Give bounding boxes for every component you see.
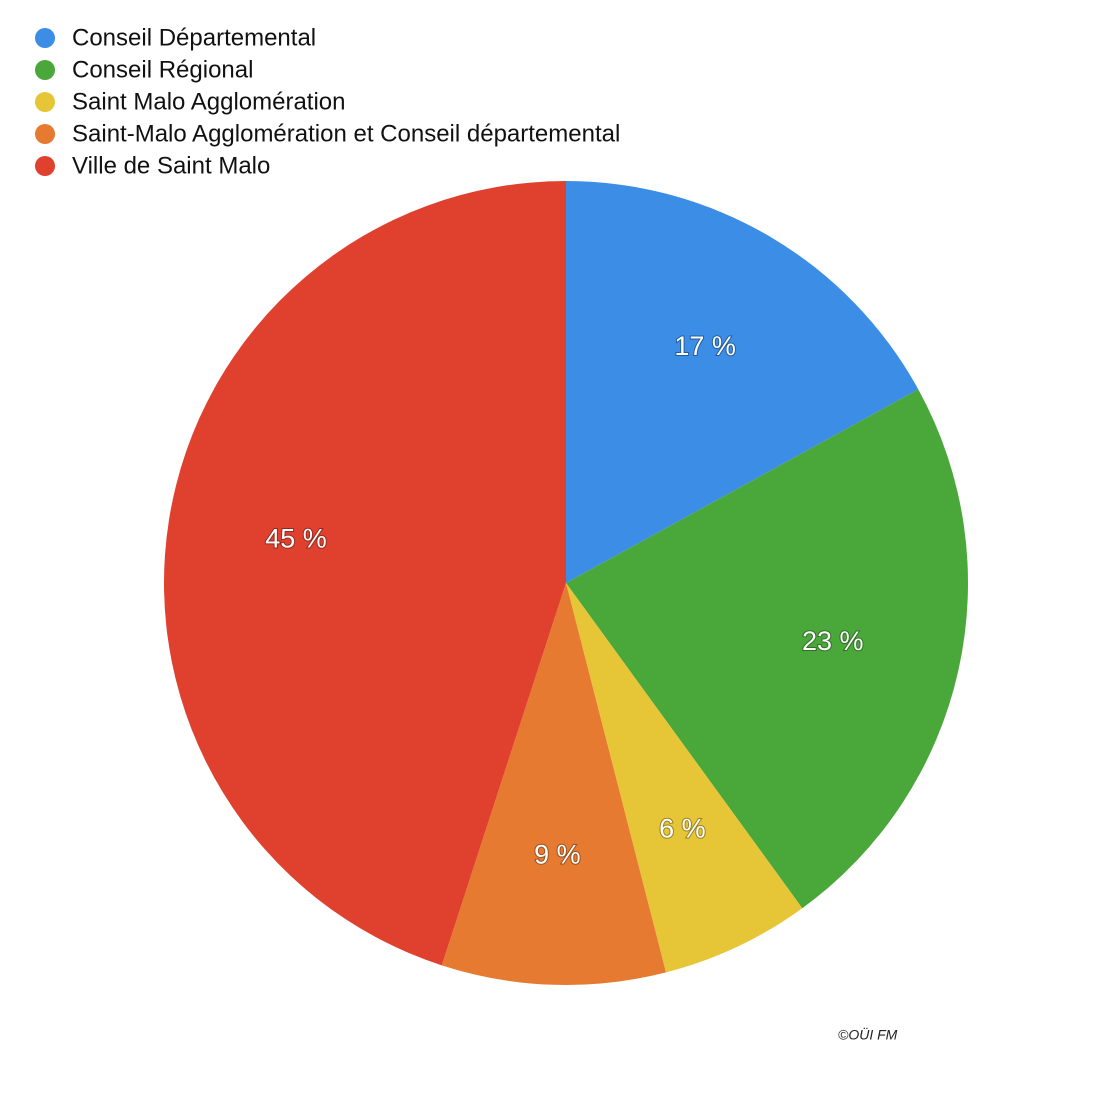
pie-slice xyxy=(441,583,666,985)
slice-label: 6 % xyxy=(659,813,706,843)
legend-marker xyxy=(35,92,55,112)
pie-slice xyxy=(566,583,803,973)
legend-marker xyxy=(35,28,55,48)
slice-label: 9 % xyxy=(534,839,581,869)
slice-label: 17 % xyxy=(674,331,736,361)
legend-text: Conseil Régional xyxy=(72,56,253,83)
legend-text: Saint Malo Agglomération xyxy=(72,88,346,115)
pie-slice xyxy=(164,181,567,966)
legend-marker xyxy=(35,60,55,80)
legend-marker xyxy=(35,156,55,176)
legend-text: Saint-Malo Agglomération et Conseil dépa… xyxy=(72,120,620,147)
legend-text: Conseil Départemental xyxy=(72,24,316,51)
pie-slice xyxy=(566,389,968,909)
legend-text: Ville de Saint Malo xyxy=(72,152,270,179)
legend-marker xyxy=(35,124,55,144)
pie-slice xyxy=(566,181,919,583)
credit: ©OÜI FM xyxy=(838,1026,898,1043)
slice-label: 45 % xyxy=(265,523,327,553)
slice-label: 23 % xyxy=(802,626,864,656)
